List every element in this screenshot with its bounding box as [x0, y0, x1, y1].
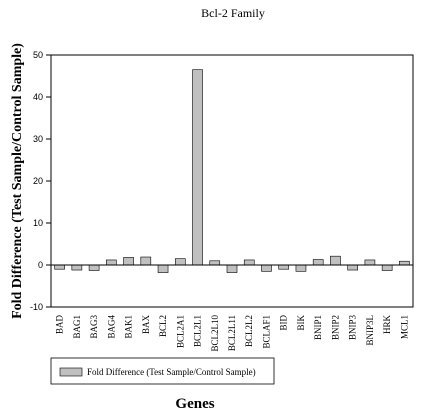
- bar-bik: [295, 264, 307, 272]
- bar-bcl2l2: [243, 259, 255, 266]
- x-tick-label: BCL2L2: [244, 315, 254, 347]
- bar-bag1: [71, 264, 83, 271]
- bars: [54, 69, 410, 273]
- bar-bnip1: [312, 259, 324, 266]
- x-tick-label: BNIP1: [313, 315, 323, 340]
- x-tick-label: BCL2L10: [210, 315, 220, 352]
- legend-box: [50, 357, 275, 385]
- x-tick-label: BCL2L11: [227, 315, 237, 351]
- bar-bid: [278, 264, 290, 270]
- x-tick-label: BAD: [55, 315, 65, 335]
- bar-bcl2a1: [174, 258, 186, 266]
- x-tick-label: BNIP2: [330, 315, 340, 340]
- y-tick-label: 0: [38, 260, 43, 270]
- x-tick-label: BCLAF1: [261, 315, 271, 349]
- x-tick-label: BAG3: [89, 315, 99, 339]
- bar-bnip3l: [364, 259, 376, 266]
- x-tick-label: BNIP3: [348, 315, 358, 341]
- x-tick-label: BAG4: [106, 315, 116, 339]
- y-tick-label: 20: [33, 176, 43, 186]
- x-axis-title: Genes: [175, 396, 214, 412]
- bar-hrk: [381, 264, 393, 271]
- legend-label: Fold Difference (Test Sample/Control Sam…: [87, 367, 256, 377]
- bar-bcl2l10: [209, 260, 221, 266]
- y-tick-label: 30: [33, 134, 43, 144]
- bar-bag4: [106, 259, 117, 266]
- bar-bak1: [123, 257, 134, 266]
- y-tick-label: -10: [30, 302, 43, 312]
- legend-swatch: [59, 367, 83, 377]
- bar-bnip2: [330, 255, 341, 266]
- bar-bax: [140, 256, 152, 266]
- x-tick-label: BNIP3L: [365, 315, 375, 346]
- x-tick-label: BAX: [141, 315, 151, 335]
- x-tick-label: BID: [279, 315, 289, 331]
- bar-bad: [54, 264, 65, 270]
- y-tick-label: 50: [33, 50, 43, 60]
- x-tick-label: BCL2L1: [193, 315, 203, 347]
- legend: Fold Difference (Test Sample/Control Sam…: [50, 357, 275, 385]
- y-axis: -10 0 10 20 30 40 50: [30, 50, 51, 312]
- y-tick-label: 40: [33, 92, 43, 102]
- x-tick-label: BCL2A1: [175, 315, 185, 348]
- bar-bag3: [88, 264, 100, 271]
- bar-bcl2l1: [192, 69, 203, 266]
- bar-bclaf1: [261, 264, 272, 272]
- bar-bcl2: [157, 264, 169, 273]
- y-tick-label: 10: [33, 218, 43, 228]
- x-tick-label: BIK: [296, 315, 306, 331]
- bar-bcl2l11: [226, 264, 238, 273]
- y-axis-title: Fold Difference (Test Sample/Control Sam…: [10, 43, 25, 319]
- x-tick-label: MCL1: [399, 315, 409, 339]
- x-axis-labels: BAD BAG1 BAG3 BAG4 BAK1 BAX BCL2 BCL2A1 BCL2L1 BC…: [55, 315, 410, 352]
- chart-title: Bcl-2 Family: [201, 6, 265, 20]
- x-tick-label: BCL2: [158, 315, 168, 337]
- x-tick-label: BAG1: [72, 315, 82, 339]
- x-tick-label: HRK: [382, 315, 392, 335]
- bar-bnip3: [347, 264, 358, 271]
- x-tick-label: BAK1: [124, 315, 134, 339]
- bar-mcl1: [399, 260, 410, 266]
